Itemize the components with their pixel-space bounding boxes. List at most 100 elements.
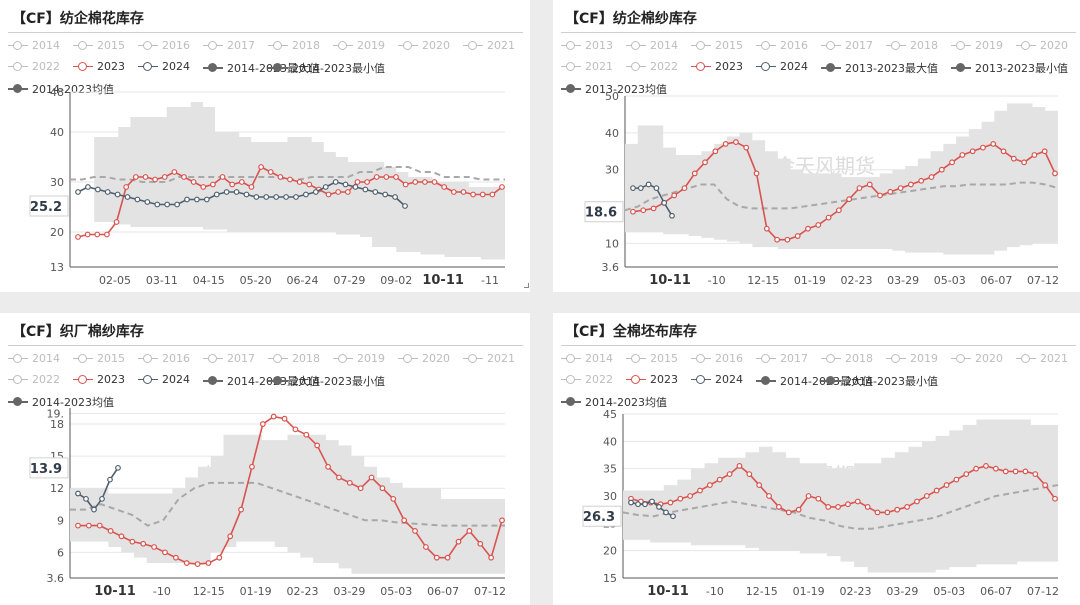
legend-label: 2014-2023最小值: [292, 62, 385, 75]
series-2024-point: [649, 498, 655, 505]
legend-item[interactable]: 2014-2023最小值: [268, 373, 385, 389]
legend-item[interactable]: 2022: [8, 60, 60, 73]
legend-item[interactable]: 2013-2023最大值: [821, 60, 938, 76]
series-2023-point: [85, 522, 92, 529]
legend-item[interactable]: 2023: [691, 60, 743, 73]
legend-item[interactable]: 2024: [756, 60, 808, 73]
x-tick-label: 10-11: [94, 584, 136, 599]
average-line: [624, 181, 1059, 212]
legend-item[interactable]: 2024: [691, 373, 743, 386]
resize-handle[interactable]: [524, 283, 529, 288]
legend-item[interactable]: 2015: [626, 352, 678, 365]
legend-item[interactable]: 2024: [138, 373, 190, 386]
legend-item[interactable]: 2021: [561, 60, 613, 73]
legend-item[interactable]: 2023: [73, 60, 125, 73]
series-2024-point: [203, 196, 210, 203]
series-2023-point: [368, 474, 375, 481]
legend-item[interactable]: 2021: [1016, 352, 1068, 365]
legend-marker-icon: [73, 40, 93, 51]
legend-item[interactable]: 2014-2023最小值: [821, 373, 938, 389]
y-tick-label: 15: [603, 572, 617, 585]
legend-marker-icon: [626, 353, 646, 364]
legend-item[interactable]: 2022: [8, 373, 60, 386]
legend-item[interactable]: 2014-2023均值: [561, 394, 667, 410]
series-2023-point: [314, 442, 321, 449]
legend-item[interactable]: 2019: [886, 352, 938, 365]
legend-item[interactable]: 2020: [398, 352, 450, 365]
series-2023-point: [866, 181, 873, 188]
series-2023-point: [933, 487, 940, 494]
current-value-label: 25.2: [30, 200, 62, 215]
legend-item[interactable]: 2023: [626, 373, 678, 386]
legend-item[interactable]: 2015: [73, 352, 125, 365]
legend-item[interactable]: 2017: [203, 352, 255, 365]
series-2023-point: [402, 181, 409, 188]
legend-marker-icon: [8, 61, 28, 72]
legend-item[interactable]: 2016: [756, 39, 808, 52]
legend-item[interactable]: 2017: [203, 39, 255, 52]
series-2023-point: [412, 528, 418, 534]
legend-item[interactable]: 2020: [398, 39, 450, 52]
legend-marker-icon: [8, 40, 28, 51]
legend-item[interactable]: 2014-2023均值: [8, 394, 114, 410]
legend-label: 2024: [715, 373, 743, 386]
series-2023-point: [825, 214, 832, 221]
series-2024-point: [75, 490, 81, 497]
legend-item[interactable]: 2022: [626, 60, 678, 73]
legend-item[interactable]: 2015: [691, 39, 743, 52]
current-value-box: [29, 457, 69, 479]
series-2023-point: [706, 482, 713, 488]
legend-item[interactable]: 2015: [73, 39, 125, 52]
x-tick-label: 05-03: [934, 274, 966, 287]
legend-item[interactable]: 2021: [463, 39, 515, 52]
legend-item[interactable]: 2018: [268, 352, 320, 365]
legend-item[interactable]: 2016: [138, 39, 190, 52]
legend-item[interactable]: 2013: [561, 39, 613, 52]
legend-item[interactable]: 2024: [138, 60, 190, 73]
y-tick-label: 30: [605, 164, 619, 177]
legend-marker-icon: [268, 63, 288, 73]
series-2024-point: [312, 189, 319, 195]
legend-label: 2014-2023最小值: [292, 375, 385, 388]
x-tick-label: 02-23: [841, 274, 873, 287]
series-2023-point: [104, 231, 110, 238]
series-2023-point: [205, 560, 212, 566]
legend-item[interactable]: 2018: [268, 39, 320, 52]
legend-item[interactable]: 2021: [463, 352, 515, 365]
legend-item[interactable]: 2013-2023均值: [561, 81, 667, 97]
legend-item[interactable]: 2013-2023最小值: [951, 60, 1068, 76]
legend-item[interactable]: 2017: [821, 39, 873, 52]
legend-item[interactable]: 2014: [626, 39, 678, 52]
legend-item[interactable]: 2019: [951, 39, 1003, 52]
legend-item[interactable]: 2018: [886, 39, 938, 52]
legend-item[interactable]: 2018: [821, 352, 873, 365]
legend-marker-icon: [821, 353, 841, 364]
x-tick-label: 03-29: [887, 274, 919, 287]
x-tick-label: 12-15: [747, 274, 779, 287]
legend-item[interactable]: 2014-2023最小值: [268, 60, 385, 76]
series-2024-point: [124, 194, 131, 200]
legend-label: 2020: [422, 39, 450, 52]
chart-panel-4: 【CF】全棉坯布库存 2014 2015 2016 2017 2018 2019 2020 2…: [553, 313, 1080, 605]
legend-item[interactable]: 2016: [691, 352, 743, 365]
series-2023-point: [162, 549, 168, 556]
legend-item[interactable]: 2019: [333, 352, 385, 365]
legend-item[interactable]: 2020: [1016, 39, 1068, 52]
legend-item[interactable]: 2016: [138, 352, 190, 365]
min-max-band: [623, 419, 1058, 573]
legend-item[interactable]: 2014: [561, 352, 613, 365]
series-2023-point: [973, 465, 980, 472]
legend-item[interactable]: 2020: [951, 352, 1003, 365]
legend-item[interactable]: 2019: [333, 39, 385, 52]
series-2024-point: [656, 504, 662, 510]
legend-item[interactable]: 2023: [73, 373, 125, 386]
legend-item[interactable]: 2014-2023均值: [8, 81, 114, 97]
legend-item[interactable]: 2022: [561, 373, 613, 386]
legend-label: 2013-2023最大值: [845, 62, 938, 75]
legend-item[interactable]: 2014: [8, 39, 60, 52]
series-2023-point: [753, 170, 760, 177]
legend-item[interactable]: 2014: [8, 352, 60, 365]
series-2023-point: [123, 184, 130, 190]
series-2023-point: [336, 474, 342, 481]
legend-item[interactable]: 2017: [756, 352, 808, 365]
